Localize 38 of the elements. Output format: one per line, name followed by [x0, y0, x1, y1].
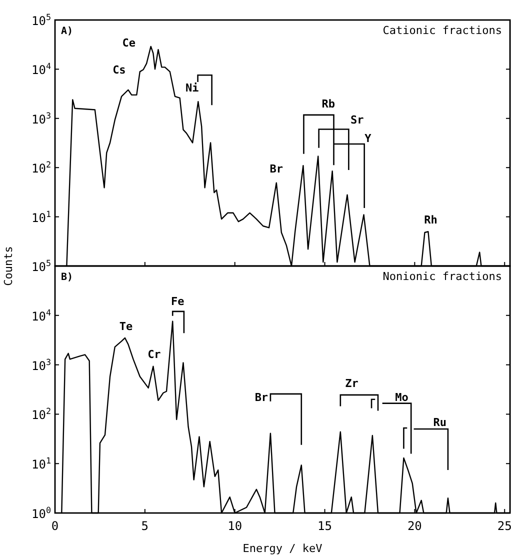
- y-tick-label: 10$^{1}$: [32, 456, 51, 472]
- annotation: Br: [270, 162, 284, 176]
- y-tick-label: 10$^{4}$: [32, 61, 51, 78]
- y-tick-label: 10$^{1}$: [32, 208, 51, 225]
- x-tick-label: 5: [141, 519, 149, 533]
- x-tick-label: 0: [51, 519, 59, 533]
- chart-subtitle: Nonionic fractions: [382, 270, 502, 283]
- annotation: Sr: [350, 114, 364, 127]
- annotation: Ni: [186, 81, 200, 94]
- y-tick-label: 10$^{2}$: [32, 160, 51, 176]
- x-tick-label: 10: [228, 519, 242, 533]
- annotation: Br: [254, 391, 268, 404]
- y-tick-label: 10$^{5}$: [32, 258, 51, 274]
- text: B): [61, 272, 74, 283]
- y-axis-title: Counts: [2, 246, 15, 286]
- y-tick-label: 10$^{3}$: [32, 356, 51, 373]
- annotation: Mo: [395, 390, 409, 404]
- annotation: Cr: [148, 348, 162, 362]
- x-tick-label: 25: [497, 519, 511, 533]
- annotation: Rh: [424, 213, 438, 226]
- chart-subtitle: Cationic fractions: [382, 24, 502, 37]
- y-tick-label: 10$^{3}$: [32, 110, 51, 126]
- x-tick-label: 20: [407, 519, 422, 533]
- x-axis-title: Energy / keV: [242, 542, 323, 555]
- annotation: Te: [119, 320, 133, 333]
- annotation: Ce: [122, 36, 136, 50]
- y-tick-label: 10$^{5}$: [32, 12, 51, 28]
- annotation: Ru: [433, 416, 446, 429]
- y-tick-label: 10$^{0}$: [32, 505, 51, 521]
- y-tick-label: 10$^{2}$: [32, 406, 51, 422]
- text: A): [61, 26, 74, 37]
- x-tick-label: 15: [318, 519, 332, 533]
- annotation: Fe: [170, 295, 185, 308]
- annotation: Cs: [112, 64, 126, 77]
- annotation: Y: [364, 132, 372, 145]
- y-tick-label: 10$^{4}$: [32, 307, 51, 324]
- annotation: Zr: [345, 376, 359, 390]
- annotation: Rb: [322, 97, 336, 110]
